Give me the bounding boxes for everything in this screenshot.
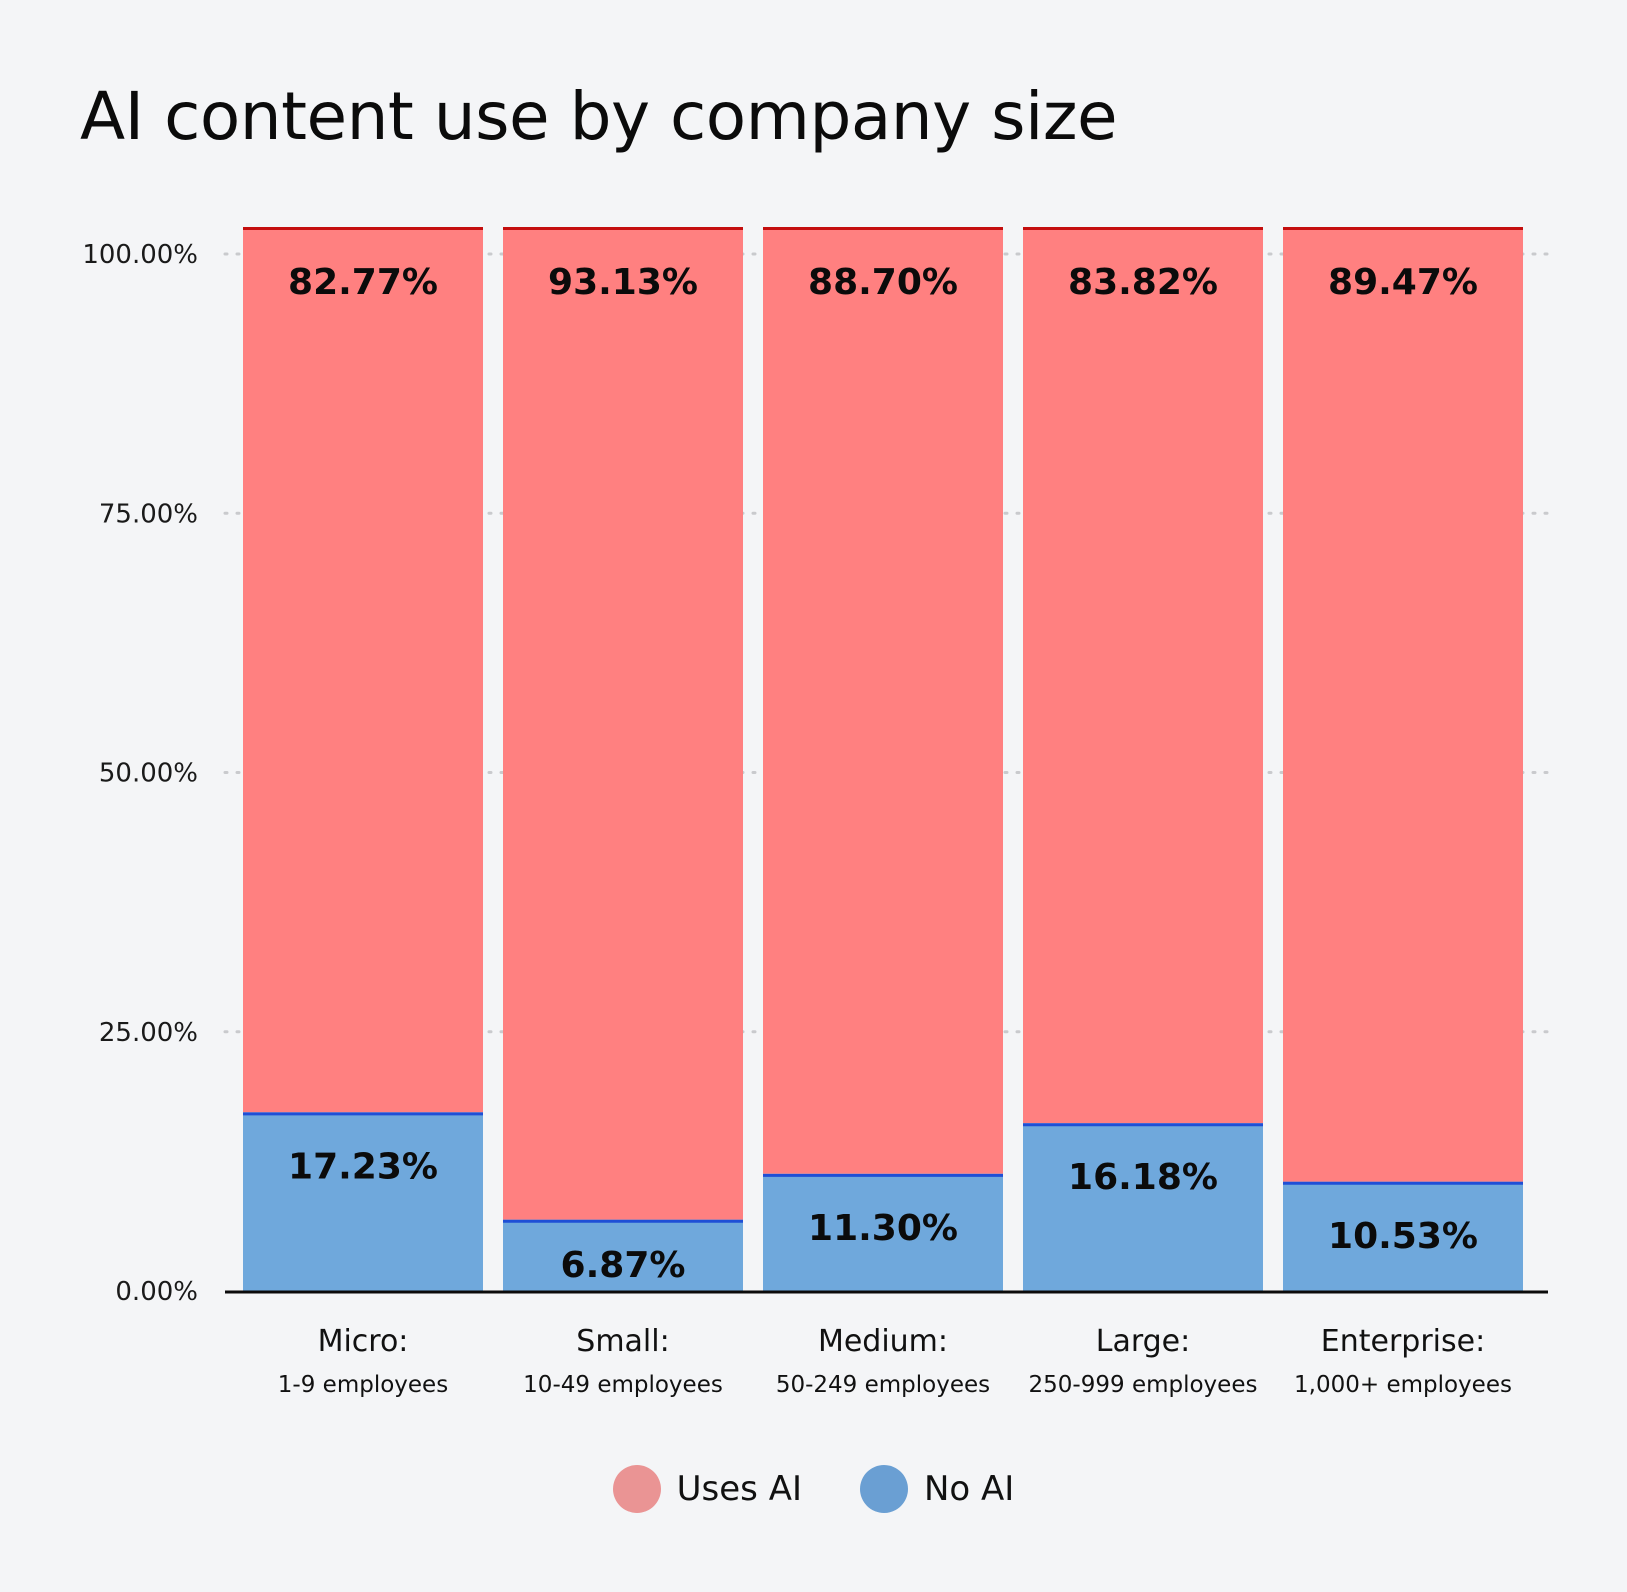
bar-uses-ai — [1023, 227, 1263, 1124]
bar-uses-ai — [243, 227, 483, 1113]
data-label-no-ai: 11.30% — [808, 1208, 958, 1249]
bar-no-ai — [763, 1173, 1003, 1291]
data-label-no-ai: 16.18% — [1068, 1157, 1218, 1198]
x-axis: Micro: 1-9 employees Small: 10-49 employees… — [225, 1290, 1548, 1398]
x-category-sublabel: 1-9 employees — [278, 1372, 448, 1398]
legend-swatch-uses-ai — [612, 1465, 661, 1513]
data-label-no-ai: 6.87% — [561, 1245, 686, 1286]
data-label-uses-ai: 93.13% — [548, 262, 698, 303]
bar-uses-ai — [503, 227, 743, 1220]
x-category-sublabel: 250-999 employees — [1029, 1372, 1258, 1398]
data-label-no-ai: 17.23% — [288, 1146, 438, 1187]
data-label-no-ai: 10.53% — [1328, 1216, 1478, 1257]
bar-no-ai — [503, 1219, 743, 1291]
bar-no-ai — [243, 1112, 483, 1291]
bar-uses-ai — [763, 227, 1003, 1174]
bar-no-ai — [1023, 1123, 1263, 1291]
data-label-uses-ai: 88.70% — [808, 262, 958, 303]
y-tick-label: 50.00% — [99, 759, 198, 789]
bar-no-ai — [1283, 1181, 1523, 1291]
legend-label-uses-ai: Uses AI — [676, 1469, 802, 1509]
y-tick-label: 75.00% — [99, 499, 198, 529]
legend-item-uses-ai[interactable]: Uses AI — [612, 1465, 802, 1513]
y-tick-label: 100.00% — [82, 240, 198, 270]
x-category-sublabel: 10-49 employees — [523, 1372, 723, 1398]
x-category-label: Large: — [1096, 1324, 1191, 1359]
y-axis-ticks: 0.00% 25.00% 50.00% 75.00% 100.00% — [82, 240, 198, 1307]
x-category-label: Micro: — [318, 1324, 409, 1359]
x-category-label: Medium: — [818, 1324, 948, 1359]
x-category-label: Small: — [576, 1324, 669, 1359]
legend: Uses AI No AI — [0, 1462, 1627, 1516]
bar-data-labels: 82.77% 17.23% 93.13% 6.87% 88.70% 11.30% 83.82… — [288, 262, 1478, 1286]
bars — [243, 227, 1523, 1291]
legend-label-no-ai: No AI — [923, 1469, 1015, 1509]
data-label-uses-ai: 89.47% — [1328, 262, 1478, 303]
data-label-uses-ai: 82.77% — [288, 262, 438, 303]
y-tick-label: 0.00% — [115, 1277, 198, 1307]
x-category-label: Enterprise: — [1321, 1324, 1485, 1359]
x-category-sublabel: 50-249 employees — [776, 1372, 990, 1398]
legend-swatch-no-ai — [859, 1465, 908, 1513]
x-category-sublabel: 1,000+ employees — [1294, 1372, 1512, 1398]
bar-uses-ai — [1283, 227, 1523, 1182]
data-label-uses-ai: 83.82% — [1068, 262, 1218, 303]
legend-item-no-ai[interactable]: No AI — [859, 1465, 1015, 1513]
chart-title: AI content use by company size — [80, 78, 1118, 155]
y-tick-label: 25.00% — [99, 1018, 198, 1048]
